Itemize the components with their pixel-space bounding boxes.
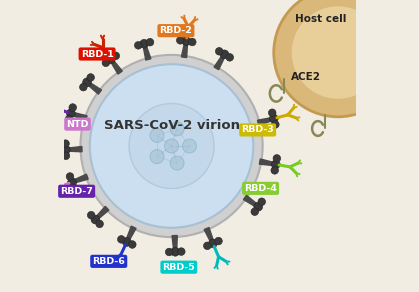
Circle shape xyxy=(70,184,78,192)
Circle shape xyxy=(254,202,263,211)
Circle shape xyxy=(150,150,164,164)
Circle shape xyxy=(251,208,259,215)
Circle shape xyxy=(87,74,94,81)
Circle shape xyxy=(122,238,131,246)
Text: SARS-CoV-2 virion: SARS-CoV-2 virion xyxy=(103,119,240,132)
Circle shape xyxy=(102,59,110,67)
Polygon shape xyxy=(72,112,87,121)
Polygon shape xyxy=(181,43,188,58)
Circle shape xyxy=(88,211,95,219)
Circle shape xyxy=(204,242,211,250)
Text: RBD-7: RBD-7 xyxy=(60,187,93,196)
Circle shape xyxy=(67,109,75,118)
Polygon shape xyxy=(143,46,151,60)
Circle shape xyxy=(83,78,91,87)
Circle shape xyxy=(226,53,233,61)
Polygon shape xyxy=(111,60,122,74)
Text: RBD-5: RBD-5 xyxy=(163,263,195,272)
Circle shape xyxy=(182,37,191,46)
Polygon shape xyxy=(74,174,88,183)
Text: RBD-1: RBD-1 xyxy=(80,50,114,58)
Text: RBD-6: RBD-6 xyxy=(92,257,125,266)
Polygon shape xyxy=(126,226,136,241)
Circle shape xyxy=(91,215,100,224)
Text: ACE2: ACE2 xyxy=(291,72,321,82)
Polygon shape xyxy=(259,159,274,166)
Circle shape xyxy=(220,50,229,59)
Polygon shape xyxy=(172,235,177,250)
Text: RBD-4: RBD-4 xyxy=(244,184,277,193)
Polygon shape xyxy=(243,195,257,207)
Circle shape xyxy=(215,48,223,55)
Circle shape xyxy=(165,139,178,153)
Circle shape xyxy=(269,114,278,123)
Polygon shape xyxy=(88,82,101,94)
Circle shape xyxy=(269,109,276,117)
Circle shape xyxy=(170,122,184,136)
Circle shape xyxy=(272,121,279,128)
Circle shape xyxy=(150,128,164,142)
Text: RBD-2: RBD-2 xyxy=(160,26,192,35)
Circle shape xyxy=(215,237,222,245)
Polygon shape xyxy=(214,55,225,70)
Circle shape xyxy=(80,83,87,91)
Circle shape xyxy=(90,64,253,228)
Circle shape xyxy=(106,55,115,64)
Circle shape xyxy=(183,139,197,153)
Circle shape xyxy=(66,173,74,180)
Circle shape xyxy=(65,115,73,123)
Circle shape xyxy=(96,220,103,228)
Circle shape xyxy=(112,52,119,60)
Circle shape xyxy=(61,145,70,154)
Circle shape xyxy=(171,247,180,256)
Circle shape xyxy=(69,104,77,111)
Circle shape xyxy=(272,160,280,169)
Circle shape xyxy=(140,39,148,48)
Circle shape xyxy=(68,178,76,187)
Text: Host cell: Host cell xyxy=(295,14,346,24)
Circle shape xyxy=(271,166,279,174)
Text: RBD-3: RBD-3 xyxy=(241,126,274,134)
Circle shape xyxy=(258,198,266,206)
Circle shape xyxy=(62,140,69,147)
Circle shape xyxy=(274,0,402,117)
Circle shape xyxy=(117,236,125,243)
Circle shape xyxy=(209,239,217,248)
Circle shape xyxy=(292,6,384,99)
Polygon shape xyxy=(68,147,82,152)
Circle shape xyxy=(62,152,70,159)
Circle shape xyxy=(146,38,154,46)
Circle shape xyxy=(176,36,184,44)
Circle shape xyxy=(178,248,185,256)
Circle shape xyxy=(129,241,136,248)
Circle shape xyxy=(189,38,196,46)
Circle shape xyxy=(80,55,263,237)
Polygon shape xyxy=(96,206,109,219)
Circle shape xyxy=(166,248,173,256)
Polygon shape xyxy=(204,227,214,242)
Text: NTD: NTD xyxy=(66,120,89,128)
Circle shape xyxy=(170,156,184,170)
Polygon shape xyxy=(257,118,272,125)
Circle shape xyxy=(273,154,281,162)
Circle shape xyxy=(129,103,214,189)
Circle shape xyxy=(134,41,142,49)
